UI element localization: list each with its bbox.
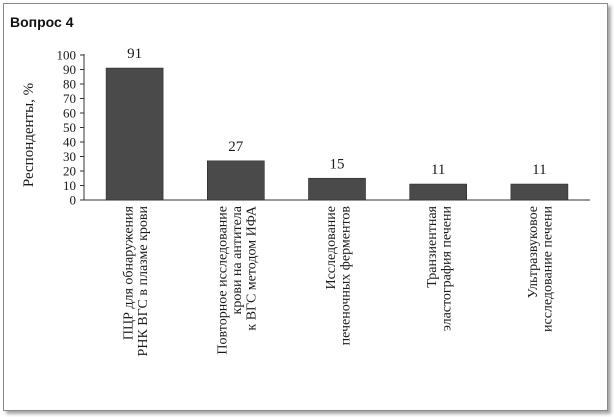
category-label: эластография печени	[439, 206, 454, 332]
bar	[510, 183, 569, 201]
bar	[105, 67, 164, 201]
category-label: РНК ВГС в плазме крови	[136, 205, 151, 356]
category-label: Повторное исследование	[215, 206, 230, 355]
category-label: ПЦР для обнаружения	[121, 205, 136, 340]
y-tick-label: 60	[63, 106, 76, 121]
y-axis-label: Респонденты, %	[21, 83, 37, 187]
bar	[207, 160, 265, 201]
y-tick-label: 70	[63, 91, 76, 106]
bar-value-label: 91	[127, 46, 142, 62]
category-label: Ультразвуковое	[526, 206, 541, 298]
category-label: крови на антитела	[230, 205, 245, 314]
category-label: к ВГС методом ИФА	[244, 205, 259, 330]
chart-panel: Вопрос 4 Респонденты, % 0 10 20 30 40 50 60 70 8…	[3, 3, 608, 411]
bar-chart: Вопрос 4 Респонденты, % 0102030405060708…	[10, 14, 590, 356]
y-tick-label: 0	[70, 193, 77, 208]
category-label-group: ПЦР для обнаружения РНК ВГС в плазме кров…	[121, 205, 151, 356]
bar-value-label: 11	[431, 162, 445, 178]
y-tick-label: 100	[57, 48, 77, 63]
y-tick-label: 90	[63, 62, 76, 77]
y-tick-label: 50	[63, 120, 76, 135]
category-label-group: Ультразвуковое исследование печени	[526, 205, 556, 332]
category-label: Транзиентная	[425, 205, 440, 287]
category-label-group: Повторное исследование крови на антитела к…	[215, 205, 259, 354]
bar-value-label: 27	[228, 139, 244, 155]
category-label: печеночных ферментов	[338, 206, 353, 346]
bar-value-label: 15	[330, 156, 345, 172]
bar	[308, 177, 366, 201]
category-label-group: Транзиентная эластография печени	[425, 205, 455, 331]
bar	[409, 183, 468, 201]
y-tick-label: 80	[63, 77, 76, 92]
bar-value-label: 11	[532, 162, 546, 178]
category-label: исследование печени	[541, 205, 556, 332]
y-tick-label: 40	[63, 135, 76, 150]
category-label: Исследование	[324, 206, 339, 290]
y-tick-label: 30	[63, 149, 76, 164]
panel-title: Вопрос 4	[10, 14, 74, 30]
y-tick-label: 20	[63, 164, 76, 179]
category-label-group: Исследование печеночных ферментов	[324, 206, 354, 346]
y-tick-label: 10	[63, 178, 76, 193]
